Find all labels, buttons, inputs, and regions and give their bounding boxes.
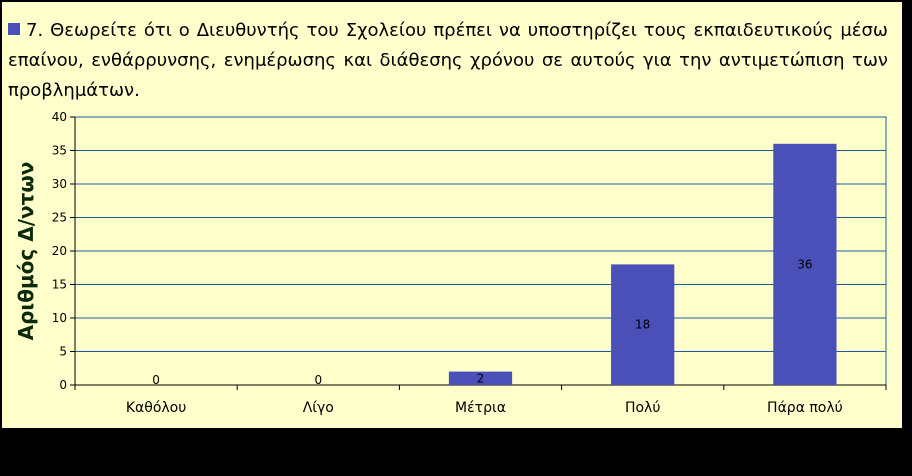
data-label: 2 [477, 371, 485, 385]
chart-title-block: 7. Θεωρείτε ότι ο Διευθυντής του Σχολείο… [8, 16, 888, 106]
data-label: 0 [152, 373, 160, 387]
x-category-label: Μέτρια [455, 400, 506, 416]
y-tick-label: 20 [52, 244, 67, 258]
y-tick-label: 15 [52, 278, 67, 292]
y-tick-label: 10 [52, 311, 67, 325]
bar-4 [611, 264, 675, 385]
y-axis-title: Αριθμός Δ/ντων [14, 162, 38, 341]
bar-5 [773, 143, 837, 385]
bar-3 [448, 371, 513, 385]
y-tick-label: 30 [52, 177, 67, 191]
chart-title: 7. Θεωρείτε ότι ο Διευθυντής του Σχολείο… [8, 20, 888, 101]
data-label: 0 [314, 373, 322, 387]
y-tick-label: 40 [52, 110, 67, 124]
data-label: 36 [797, 257, 812, 271]
data-label: 18 [635, 318, 650, 332]
y-tick-label: 0 [59, 378, 67, 392]
y-tick-label: 5 [59, 345, 67, 359]
x-category-label: Λίγο [303, 400, 334, 416]
x-category-label: Πάρα πολύ [767, 400, 843, 416]
legend-marker-icon [8, 23, 20, 35]
x-category-label: Καθόλου [126, 400, 187, 416]
y-tick-label: 35 [52, 144, 67, 158]
x-category-label: Πολύ [625, 400, 660, 416]
y-tick-label: 25 [52, 211, 67, 225]
